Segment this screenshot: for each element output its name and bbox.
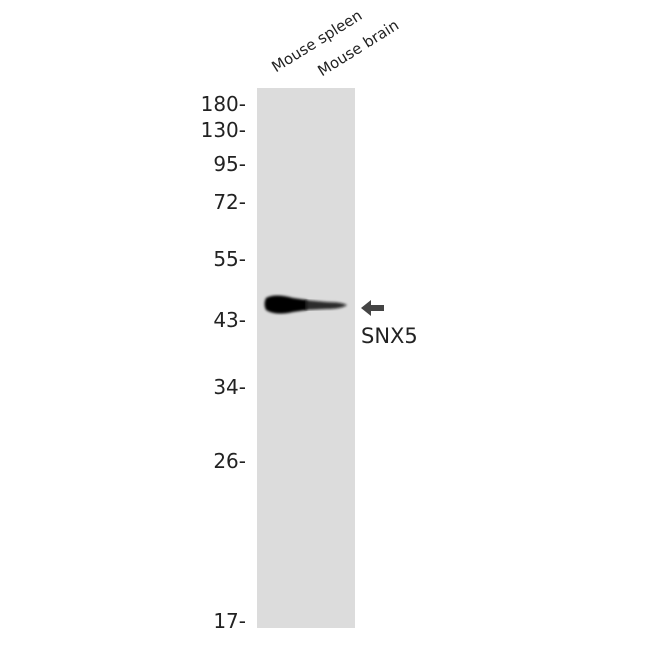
band-lane-1 [264, 295, 307, 314]
marker-72: 72- [213, 190, 246, 214]
band-lane-2 [305, 300, 347, 310]
blot-membrane [257, 88, 355, 628]
marker-55: 55- [213, 247, 246, 271]
marker-180: 180- [200, 92, 246, 116]
marker-130: 130- [200, 118, 246, 142]
left-arrow-icon [361, 300, 384, 316]
protein-band [264, 295, 347, 314]
target-protein-label: SNX5 [361, 324, 418, 348]
marker-26: 26- [213, 449, 246, 473]
marker-17: 17- [213, 609, 246, 633]
marker-95: 95- [213, 152, 246, 176]
marker-43: 43- [213, 308, 246, 332]
marker-34: 34- [213, 375, 246, 399]
